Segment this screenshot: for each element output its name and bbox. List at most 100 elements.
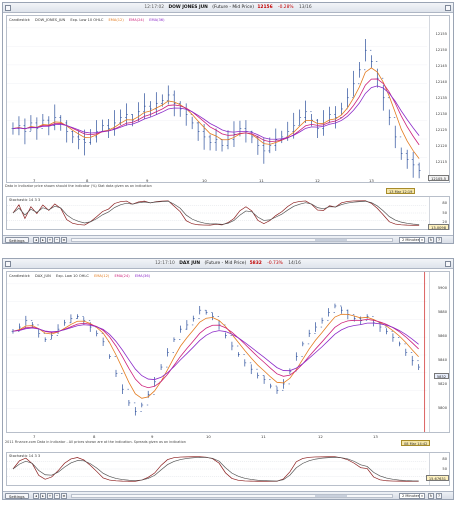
price-chart-svg (7, 27, 428, 179)
x-tick: 10 (202, 178, 207, 183)
price-bar (269, 379, 272, 389)
legend-item: EMA(36) (149, 18, 165, 22)
stoch-k-line (12, 200, 420, 226)
price-bar (172, 90, 176, 117)
x-tick: 13 (373, 434, 378, 439)
legend-item: Candlestick (9, 274, 30, 278)
x-tick: 10 (206, 434, 211, 439)
menu-icon[interactable]: ≡ (61, 237, 67, 243)
price-bar (399, 136, 403, 160)
price-bar (358, 61, 361, 85)
price-bar (230, 335, 234, 351)
price-bar (307, 329, 311, 345)
stochastic-pane[interactable]: Stochastic 14 3 3 80 50 20 15.67631 (6, 452, 450, 486)
refresh-icon[interactable]: ↻ (428, 493, 434, 499)
price-bar (37, 324, 41, 338)
title-source: (Future - Mid Price) (204, 261, 247, 266)
y-tick: 5820 (437, 382, 447, 386)
price-bar (340, 102, 343, 118)
chart-window-dow: 12:17:02 DOW JONES JUN (Future - Mid Pri… (2, 2, 454, 244)
price-bar (217, 316, 221, 330)
x-tick: 12 (315, 178, 320, 183)
scroll-left-button[interactable]: ◂ (33, 237, 39, 243)
settings-button[interactable]: Settings (5, 237, 29, 243)
window-menu-icon[interactable] (5, 261, 11, 267)
scrollbar-thumb[interactable] (315, 239, 348, 241)
price-bar (363, 39, 367, 71)
price-y-axis: 12155 12150 12145 12140 12135 12130 1212… (429, 16, 449, 182)
y-tick: 5800 (437, 406, 447, 410)
price-bar (301, 341, 305, 357)
stoch-k-line (12, 456, 419, 482)
price-bar (393, 117, 397, 149)
scroll-left-button[interactable]: ◂ (33, 493, 39, 499)
help-icon[interactable]: ? (436, 237, 442, 243)
price-bar (88, 320, 92, 332)
price-bar (125, 103, 128, 126)
y-tick: 12115 (435, 160, 447, 164)
price-bar (334, 106, 337, 129)
price-bar (140, 402, 144, 412)
refresh-icon[interactable]: ↻ (428, 237, 434, 243)
price-bar (196, 121, 200, 141)
title-time: 12:17:02 (144, 5, 165, 10)
price-bar (65, 120, 69, 143)
price-bar (304, 100, 308, 123)
price-bar (127, 388, 131, 406)
window-menu-icon[interactable] (5, 5, 11, 11)
legend-item: EMA(12) (108, 18, 124, 22)
x-tick: 13 (369, 178, 374, 183)
price-bar (190, 114, 194, 130)
title-volume: 13/16 (298, 5, 312, 10)
disclaimer-note: 2011 Finance.com Data in Indicator - All… (5, 440, 186, 444)
price-bar (275, 385, 279, 394)
interval-select[interactable]: 2 Minutes ▾ (399, 493, 425, 499)
scroll-right-button[interactable]: ▸ (40, 493, 46, 499)
stoch-tick: 80 (442, 457, 447, 461)
price-y-axis: 5900 5880 5860 5840 5820 5800 (429, 272, 449, 432)
settings-button[interactable]: Settings (5, 493, 29, 499)
stoch-d-line (12, 200, 420, 225)
close-icon[interactable] (445, 261, 451, 267)
title-change: -0.28% (278, 5, 294, 10)
y-tick: 12135 (435, 96, 447, 100)
y-tick: 12150 (435, 48, 447, 52)
zoom-out-button[interactable]: − (54, 493, 60, 499)
price-bar (77, 130, 81, 150)
price-bar (282, 379, 285, 391)
price-pane[interactable]: Candlestick DOW_JONES_JUN Exp. Low 10 OH… (6, 15, 450, 183)
x-tick: 7 (33, 434, 36, 439)
menu-icon[interactable]: ≡ (61, 493, 67, 499)
scrollbar-thumb[interactable] (315, 495, 348, 497)
stochastic-title: Stochastic 14 3 3 (9, 198, 41, 202)
stoch-tick: 20 (442, 220, 447, 224)
close-icon[interactable] (445, 5, 451, 11)
price-bar (101, 119, 104, 132)
price-pane[interactable]: Candlestick DAX_JUN Exp. Low 10 OHLC EMA… (6, 271, 450, 433)
price-bar (256, 368, 260, 379)
price-bar (372, 316, 375, 327)
ema-fast-line (12, 313, 419, 399)
price-bar (214, 128, 218, 151)
help-icon[interactable]: ? (436, 493, 442, 499)
time-scrollbar[interactable] (71, 238, 393, 242)
price-bar (133, 402, 137, 416)
time-scrollbar[interactable] (71, 494, 393, 498)
y-tick: 5900 (437, 286, 447, 290)
scroll-right-button[interactable]: ▸ (40, 237, 46, 243)
zoom-in-button[interactable]: + (47, 237, 53, 243)
price-bar (172, 337, 176, 353)
interval-select[interactable]: 2 Minutes ▾ (399, 237, 425, 243)
stochastic-pane[interactable]: Stochastic 14 3 3 80 50 20 13.0098 (6, 196, 450, 230)
price-bar (119, 109, 122, 126)
chevron-down-icon: ▾ (419, 494, 424, 498)
price-bar (75, 314, 79, 319)
price-bar (369, 49, 373, 68)
last-price-tag: 5832 (433, 373, 449, 379)
x-tick: 11 (259, 178, 264, 183)
stoch-last-tag: 13.0098 (428, 224, 449, 230)
zoom-in-button[interactable]: + (47, 493, 53, 499)
price-bar (410, 352, 414, 366)
price-bar (101, 333, 105, 347)
zoom-out-button[interactable]: − (54, 237, 60, 243)
